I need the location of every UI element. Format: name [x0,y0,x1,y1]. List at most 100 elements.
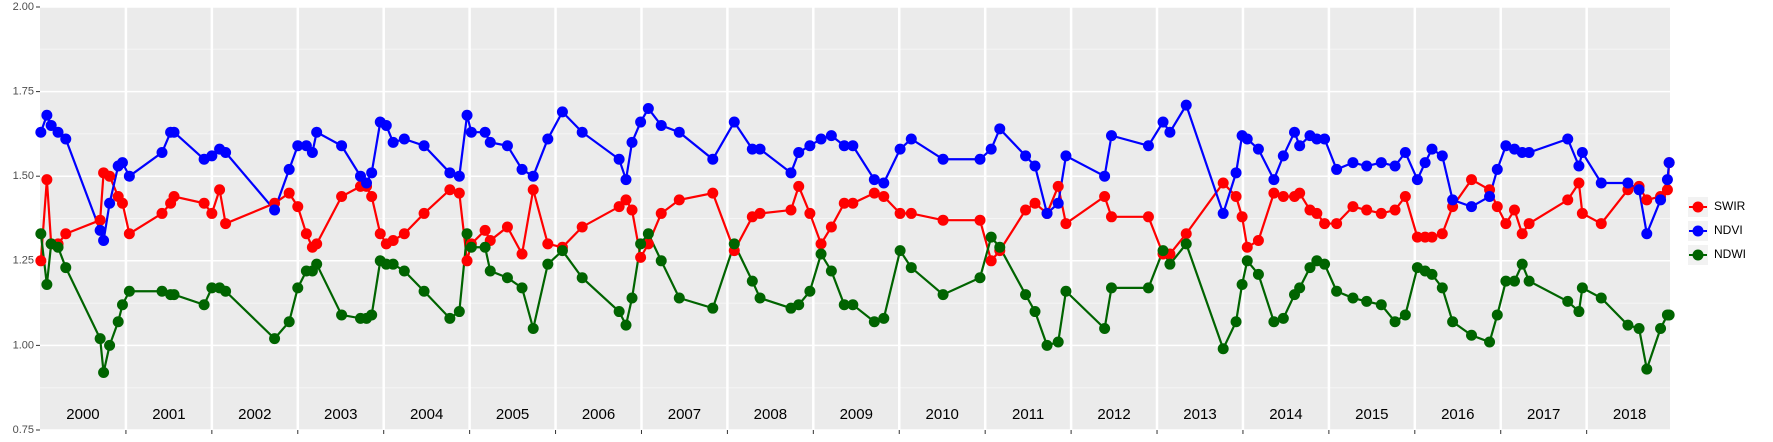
data-point [1060,285,1072,297]
data-point [868,187,880,199]
data-point [1304,262,1316,274]
data-point [556,245,568,257]
data-point [785,204,797,216]
data-point [576,272,588,284]
data-point [1447,316,1459,328]
data-point [1157,116,1169,128]
data-point [673,194,685,206]
data-point [398,133,410,145]
data-point [527,184,539,196]
data-point [746,275,758,287]
data-point [613,153,625,165]
data-point [1573,160,1585,172]
data-point [825,221,837,233]
data-point [292,282,304,294]
data-point [516,163,528,175]
data-point [366,167,378,179]
data-point [1389,204,1401,216]
data-point [123,170,135,182]
data-point [1595,177,1607,189]
data-point [894,143,906,155]
data-point [642,228,654,240]
data-point [707,153,719,165]
data-point [283,163,295,175]
data-point [311,258,323,270]
data-point [1633,184,1645,196]
data-point [60,228,72,240]
data-point [1180,99,1192,111]
data-point [673,126,685,138]
data-point [542,133,554,145]
data-point [673,292,685,304]
data-point [123,228,135,240]
data-point [804,140,816,152]
data-point [453,187,465,199]
data-point [1661,174,1673,186]
data-point [501,272,513,284]
data-point [655,207,667,219]
x-tick-label: 2004 [410,406,443,423]
data-point [60,262,72,274]
data-point [754,207,766,219]
data-point [1105,282,1117,294]
data-point [1375,157,1387,169]
data-point [380,119,392,131]
data-point [1491,309,1503,321]
data-point [269,204,281,216]
data-point [613,201,625,213]
data-point [206,150,218,162]
data-point [868,316,880,328]
data-point [1562,194,1574,206]
data-point [269,333,281,345]
data-point [620,319,632,331]
data-point [1331,285,1343,297]
data-point [1633,322,1645,334]
data-point [366,309,378,321]
data-point [1426,231,1438,243]
data-point [387,258,399,270]
data-point [1389,160,1401,172]
data-point [1573,306,1585,318]
x-tick-label: 2001 [152,406,185,423]
data-point [527,322,539,334]
data-point [336,309,348,321]
data-point [1319,133,1331,145]
data-point [1622,177,1634,189]
legend-marker [1692,201,1704,213]
data-point [1099,322,1111,334]
data-point [1389,316,1401,328]
data-point [655,119,667,131]
data-point [1277,150,1289,162]
data-point [793,180,805,192]
data-point [479,224,491,236]
data-point [746,143,758,155]
data-point [484,265,496,277]
data-point [220,218,232,230]
data-point [804,285,816,297]
data-point [283,187,295,199]
data-point [1294,187,1306,199]
data-point [206,207,218,219]
data-point [123,285,135,297]
data-point [1217,207,1229,219]
data-point [815,133,827,145]
data-point [220,147,232,159]
data-point [655,255,667,267]
data-point [785,167,797,179]
legend-marker [1692,225,1704,237]
data-point [1217,177,1229,189]
data-point [1311,133,1323,145]
data-point [878,177,890,189]
data-point [847,140,859,152]
data-point [1655,322,1667,334]
data-point [198,299,210,311]
legend-label: NDVI [1714,223,1743,237]
data-point [576,126,588,138]
data-point [1500,275,1512,287]
data-point [1426,143,1438,155]
data-point [815,248,827,260]
data-point [104,170,116,182]
data-point [1241,241,1253,253]
data-point [1508,275,1520,287]
